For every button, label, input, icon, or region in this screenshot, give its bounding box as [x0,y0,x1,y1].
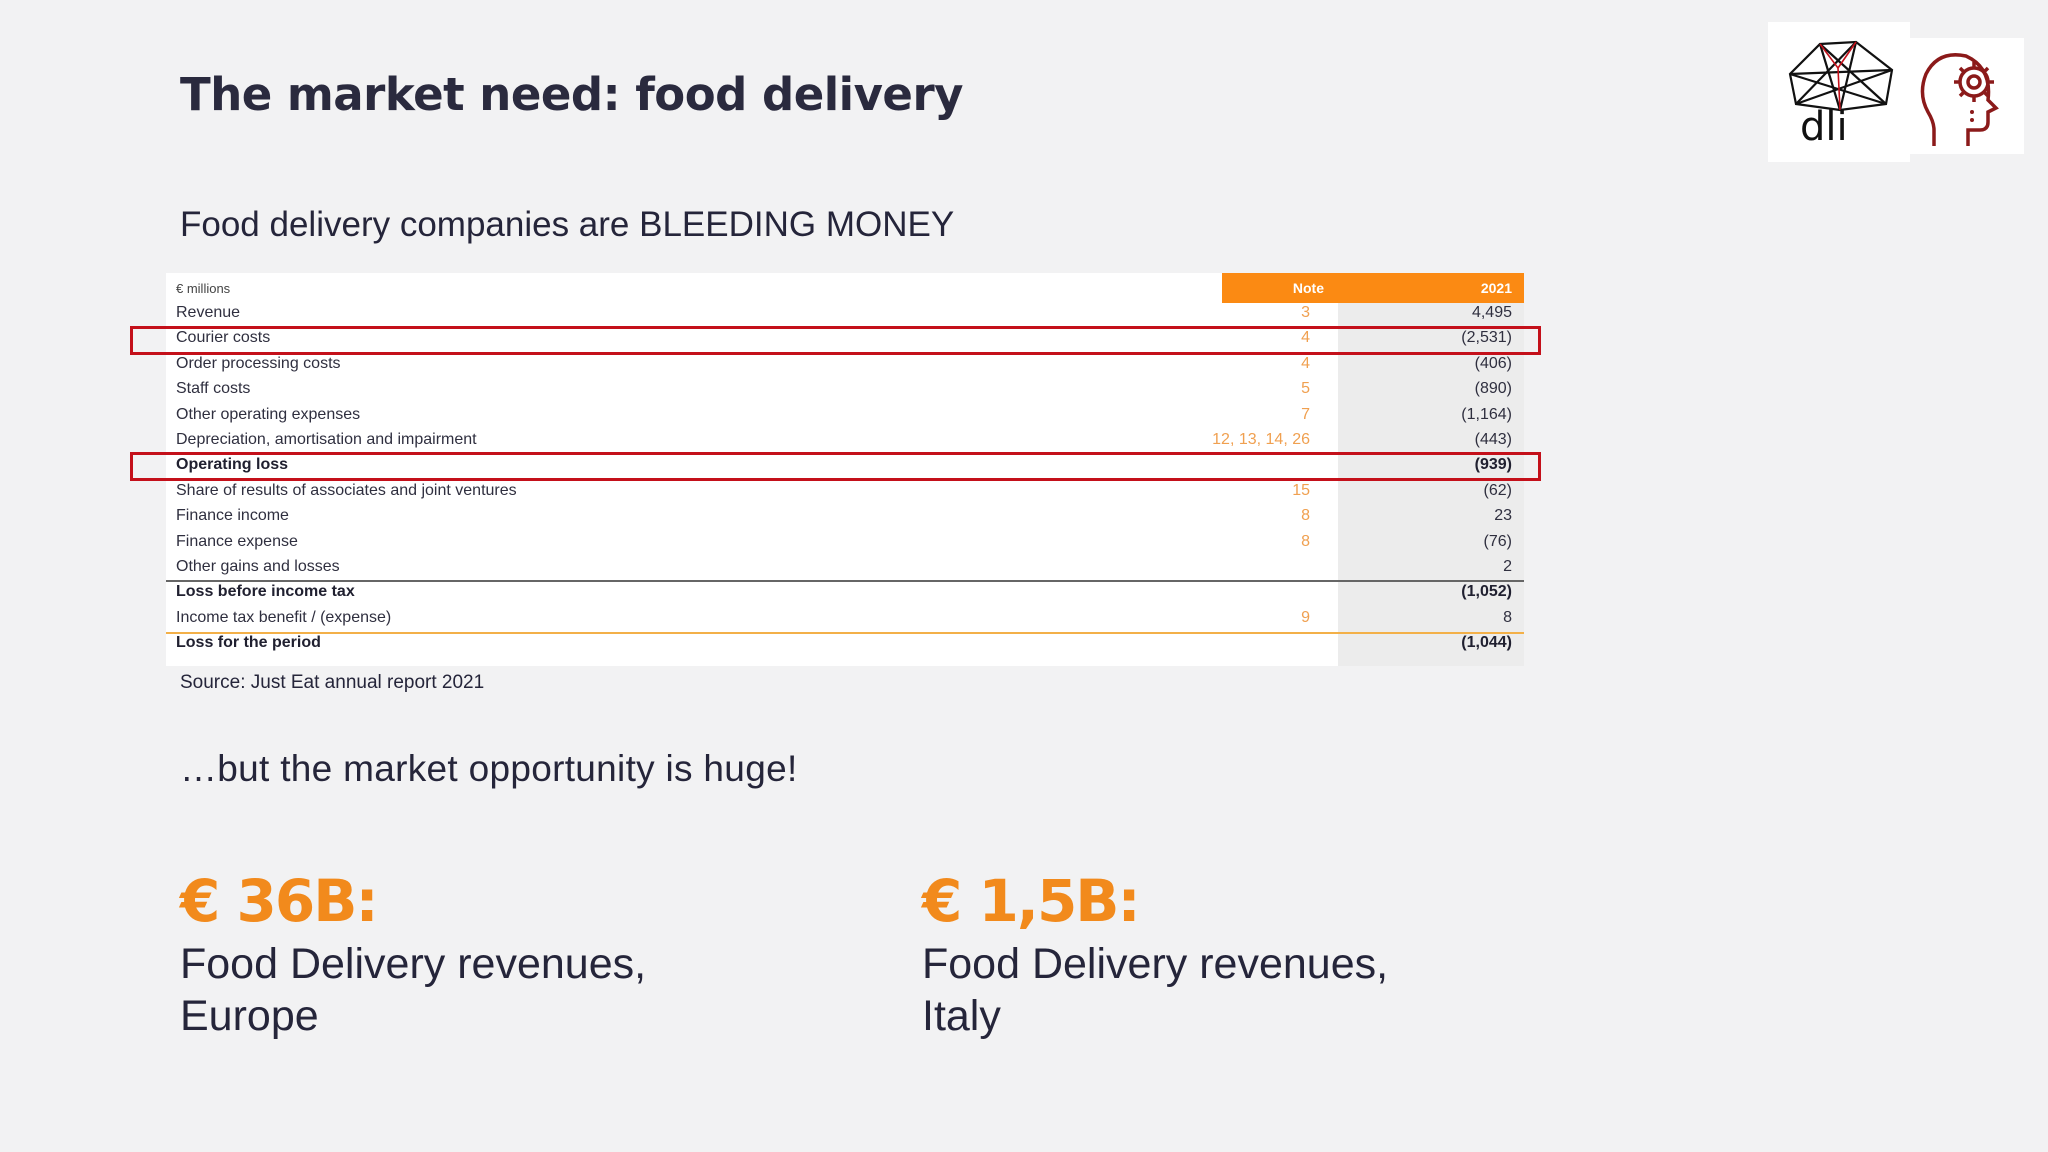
stat-description-line: Europe [180,992,319,1040]
year-column-header: 2021 [1338,273,1524,303]
source-note: Source: Just Eat annual report 2021 [180,672,485,693]
table-row: Finance expense 8 (76) [166,530,1524,555]
dli-logo: dli [1768,22,1910,162]
row-amount: (1,044) [1461,634,1512,652]
row-label: Operating loss [176,456,289,474]
row-amount: (1,052) [1461,583,1512,601]
stat-description-line: Food Delivery revenues, [922,940,1389,988]
highlight-box-courier-costs [130,326,1541,355]
slide-subtitle: Food delivery companies are BLEEDING MON… [180,205,955,244]
row-amount: 2 [1503,558,1512,575]
row-amount: (939) [1474,456,1512,474]
table-row: Operating loss (939) [166,453,1524,478]
unit-label: € millions [176,281,231,296]
row-note: 8 [1301,507,1310,525]
row-amount: (890) [1474,380,1512,398]
row-label: Finance income [176,507,289,525]
stat-description-line: Food Delivery revenues, [180,940,647,988]
row-label: Loss before income tax [176,583,355,601]
row-label: Other gains and losses [176,558,340,575]
row-note: 5 [1301,380,1310,398]
row-label: Finance expense [176,532,298,550]
subtotal-rule [166,580,1524,582]
row-label: Depreciation, amortisation and impairmen… [176,431,477,448]
table-row: Revenue 3 4,495 [166,301,1524,326]
row-amount: 23 [1494,507,1512,525]
row-amount: (2,531) [1461,329,1512,347]
note-header-text: Note [1292,280,1324,296]
income-statement-table: € millions Note 2021 Revenue 3 4,495 Courie… [166,273,1524,666]
table-row: Courier costs 4 (2,531) [166,326,1524,351]
row-note: 8 [1301,532,1310,550]
row-label: Share of results of associates and joint… [176,481,517,499]
table-row: Finance income 8 23 [166,504,1524,529]
stat-italy: € 1,5B: Food Delivery revenues, Italy [922,868,1388,1042]
row-note: 4 [1301,354,1310,372]
row-label: Revenue [176,304,241,321]
row-note: 3 [1301,304,1310,321]
row-label: Order processing costs [176,354,341,372]
stat-description-line: Italy [922,992,1001,1040]
row-amount: 8 [1503,608,1512,626]
total-rule [166,632,1524,634]
brain-gear-logo-icon [1910,38,2024,154]
year-header-text: 2021 [1480,280,1512,296]
row-note: 7 [1301,405,1310,423]
table-row: Other gains and losses 2 [166,555,1524,580]
row-amount: (76) [1483,532,1512,550]
row-label: Courier costs [176,329,271,347]
row-amount: (62) [1483,481,1512,499]
table-row: Loss before income tax (1,052) [166,580,1524,605]
row-note: 9 [1301,608,1310,626]
table-row: Staff costs 5 (890) [166,377,1524,402]
row-label: Staff costs [176,380,251,398]
highlight-box-operating-loss [130,452,1541,481]
row-label: Other operating expenses [176,405,361,423]
row-amount: (406) [1474,354,1512,372]
row-label: Loss for the period [176,634,321,652]
slide-title: The market need: food delivery [180,68,963,121]
row-amount: 4,495 [1471,304,1512,321]
row-amount: (1,164) [1461,405,1512,423]
table-row: Depreciation, amortisation and impairmen… [166,428,1524,453]
note-column-header: Note [1222,273,1338,303]
table-row: Income tax benefit / (expense) 9 8 [166,606,1524,631]
row-note: 4 [1301,329,1310,347]
table-row: Share of results of associates and joint… [166,479,1524,504]
row-amount: (443) [1474,431,1512,448]
stat-value: € 36B: [180,867,379,935]
row-note: 15 [1292,481,1310,499]
tagline: …but the market opportunity is huge! [180,748,798,789]
row-label: Income tax benefit / (expense) [176,608,392,626]
year-column-shade [1338,273,1524,666]
stat-value: € 1,5B: [922,867,1141,935]
row-note: 12, 13, 14, 26 [1212,431,1310,448]
table-row: Order processing costs 4 (406) [166,352,1524,377]
stat-europe: € 36B: Food Delivery revenues, Europe [180,868,646,1042]
table-row: Other operating expenses 7 (1,164) [166,403,1524,428]
table-row: Loss for the period (1,044) [166,631,1524,656]
logo-text: dli [1800,104,1848,150]
